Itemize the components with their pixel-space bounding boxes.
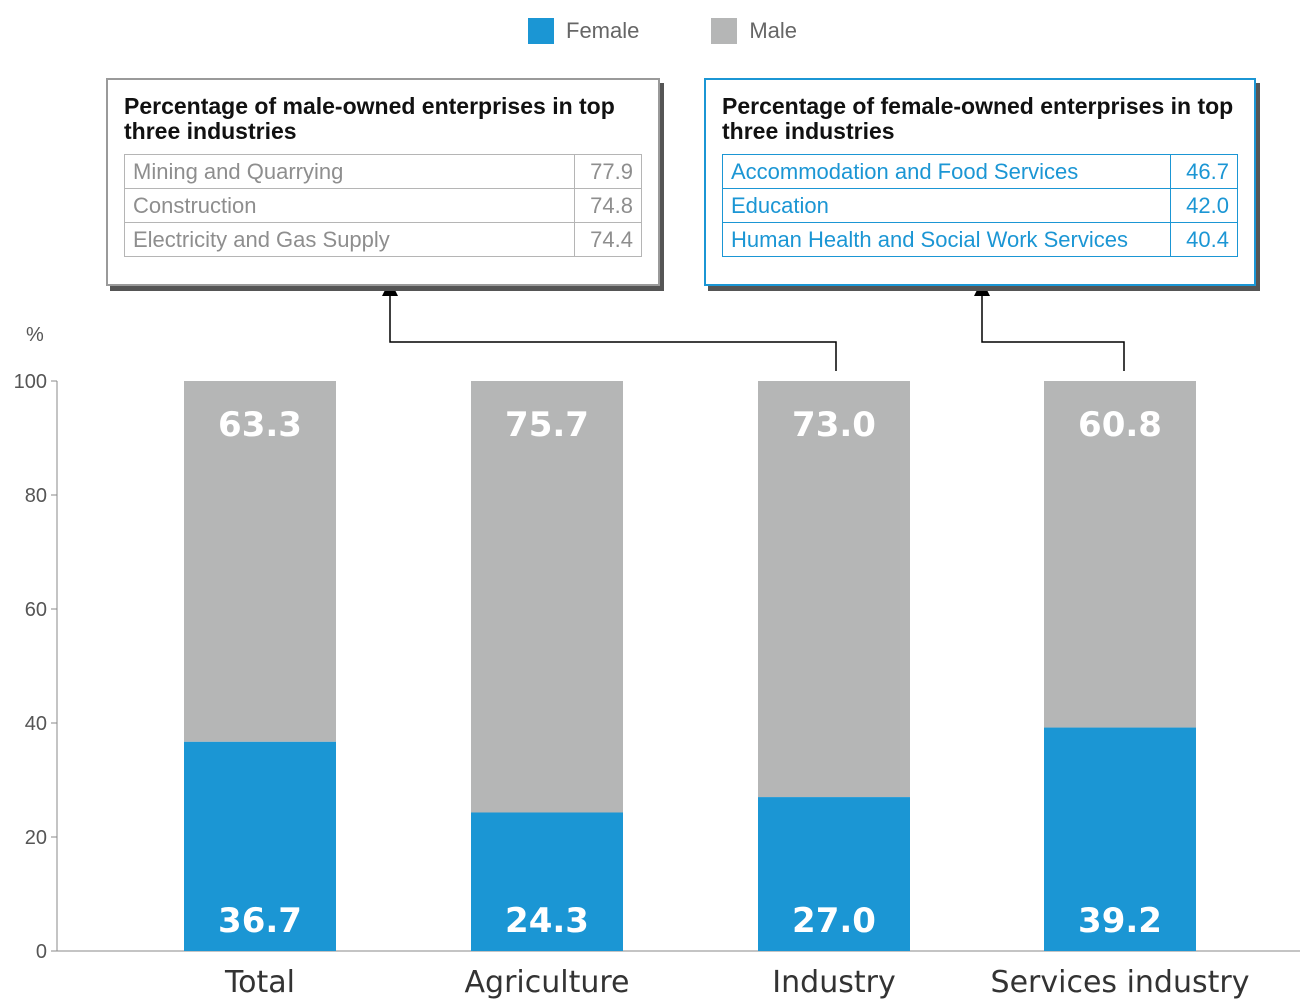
bar-male bbox=[471, 381, 623, 813]
y-tick-label: 100 bbox=[14, 371, 47, 393]
bar-label-male: 60.8 bbox=[1078, 405, 1162, 445]
bar-label-male: 75.7 bbox=[505, 405, 589, 445]
table-row: Education 42.0 bbox=[722, 188, 1238, 223]
bar-label-female: 24.3 bbox=[505, 901, 589, 941]
male-connector-line bbox=[389, 296, 837, 371]
y-tick-label: 20 bbox=[25, 827, 47, 849]
male-connector-arrowhead bbox=[382, 280, 398, 296]
x-tick-label: Agriculture bbox=[465, 965, 630, 999]
male-top-industries-box: Percentage of male-owned enterprises in … bbox=[106, 78, 660, 286]
bar-label-female: 27.0 bbox=[792, 901, 876, 941]
legend-item-female: Female bbox=[528, 18, 639, 44]
female-industries-table: Accommodation and Food Services 46.7 Edu… bbox=[722, 154, 1238, 257]
industry-value: 42.0 bbox=[1170, 188, 1238, 223]
table-row: Mining and Quarrying 77.9 bbox=[124, 154, 642, 189]
legend-label-male: Male bbox=[749, 18, 798, 43]
bar-label-male: 73.0 bbox=[792, 405, 876, 445]
bar-female bbox=[1044, 727, 1196, 951]
female-connector-arrowhead bbox=[974, 280, 990, 296]
x-tick-label: Total bbox=[224, 965, 295, 999]
bar-female bbox=[471, 812, 623, 951]
industry-value: 46.7 bbox=[1170, 154, 1238, 189]
table-row: Accommodation and Food Services 46.7 bbox=[722, 154, 1238, 189]
bar-female bbox=[758, 797, 910, 951]
bar-female bbox=[184, 741, 336, 951]
table-row: Human Health and Social Work Services 40… bbox=[722, 222, 1238, 257]
y-tick-label: 60 bbox=[25, 599, 47, 621]
legend-swatch-male bbox=[711, 18, 738, 44]
industry-name: Construction bbox=[124, 188, 575, 223]
male-industries-table: Mining and Quarrying 77.9 Construction 7… bbox=[124, 154, 642, 257]
industry-name: Education bbox=[722, 188, 1171, 223]
legend-label-female: Female bbox=[566, 18, 640, 43]
female-top-industries-box: Percentage of female-owned enterprises i… bbox=[704, 78, 1256, 286]
industry-name: Mining and Quarrying bbox=[124, 154, 575, 189]
bar-label-female: 36.7 bbox=[218, 901, 302, 941]
y-tick-label: 40 bbox=[25, 713, 47, 735]
bar-male bbox=[184, 381, 336, 742]
y-axis-label: % bbox=[26, 324, 44, 346]
industry-value: 74.4 bbox=[574, 222, 642, 257]
y-tick-label: 0 bbox=[36, 941, 47, 963]
legend-item-male: Male bbox=[711, 18, 797, 44]
table-row: Construction 74.8 bbox=[124, 188, 642, 223]
male-box-title: Percentage of male-owned enterprises in … bbox=[124, 93, 615, 144]
industry-value: 40.4 bbox=[1170, 222, 1238, 257]
industry-name: Electricity and Gas Supply bbox=[124, 222, 575, 257]
bar-label-female: 39.2 bbox=[1078, 901, 1162, 941]
industry-name: Human Health and Social Work Services bbox=[722, 222, 1171, 257]
industry-value: 77.9 bbox=[574, 154, 642, 189]
industry-value: 74.8 bbox=[574, 188, 642, 223]
industry-name: Accommodation and Food Services bbox=[722, 154, 1171, 189]
table-row: Electricity and Gas Supply 74.4 bbox=[124, 222, 642, 257]
x-tick-label: Industry bbox=[772, 965, 895, 999]
bar-label-male: 63.3 bbox=[218, 405, 302, 445]
female-connector-line bbox=[981, 296, 1125, 371]
female-box-title: Percentage of female-owned enterprises i… bbox=[722, 93, 1234, 144]
bar-male bbox=[758, 381, 910, 798]
y-tick-label: 80 bbox=[25, 485, 47, 507]
legend: Female Male bbox=[528, 18, 869, 44]
x-tick-label: Services industry bbox=[991, 965, 1250, 999]
legend-swatch-female bbox=[528, 18, 554, 44]
bar-male bbox=[1044, 381, 1196, 728]
